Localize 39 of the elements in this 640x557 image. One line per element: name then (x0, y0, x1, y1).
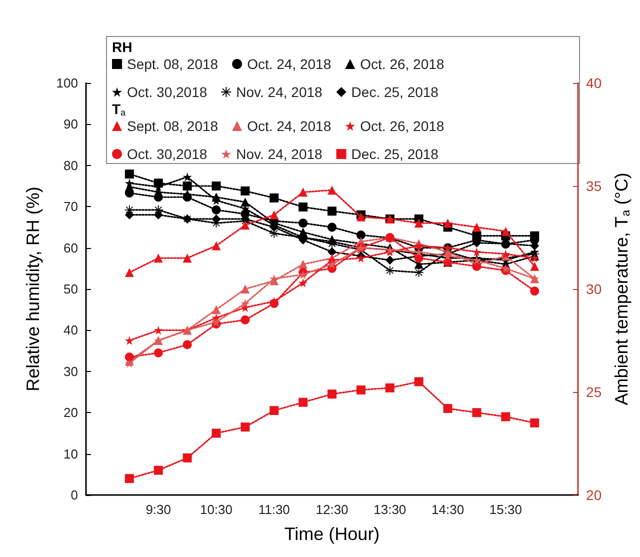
y-tick-label: 0 (70, 488, 78, 502)
legend-label: Oct. 26, 2018 (360, 56, 444, 72)
y-tick-label: 100 (56, 76, 78, 90)
y2-tick-label: 30 (586, 281, 602, 297)
y2-axis-title: Ambient temperature, Ta (°C) (612, 172, 632, 406)
x-tick-label: 14:30 (432, 502, 464, 517)
y-tick-label: 10 (64, 446, 78, 462)
y-tick-label: 80 (64, 158, 78, 173)
y2-tick-label: 20 (586, 487, 602, 503)
text: RH (112, 39, 132, 55)
y-tick-label: 60 (64, 240, 78, 256)
y2-tick-label: 40 (586, 75, 602, 91)
legend-label: Nov. 24, 2018 (236, 84, 323, 100)
y2-tick-label: 25 (586, 384, 602, 400)
y-tick-label: 40 (64, 322, 78, 338)
y-tick-label: 30 (64, 364, 78, 379)
y-axis-title: Relative humidity, RH (%) (23, 186, 43, 392)
y-tick-label: 90 (64, 116, 78, 132)
x-tick-label: 13:30 (374, 502, 406, 517)
legend-label: Sept. 08, 2018 (127, 118, 218, 134)
y2-tick-label: 35 (586, 178, 602, 194)
x-tick-label: 15:30 (489, 502, 522, 517)
legend-label: Oct. 24, 2018 (247, 56, 332, 72)
y-tick-label: 50 (64, 282, 78, 296)
legend-label: Dec. 25, 2018 (351, 146, 439, 162)
x-axis-title: Time (Hour) (284, 524, 380, 544)
legend-label: Oct. 30,2018 (127, 84, 208, 100)
legend-label: Oct. 24, 2018 (247, 118, 332, 134)
x-tick-label: 12:30 (316, 502, 348, 517)
legend-label: Oct. 30,2018 (127, 146, 208, 162)
legend-label: Nov. 24, 2018 (236, 146, 323, 162)
x-tick-label: 10:30 (200, 502, 233, 517)
legend-label: Sept. 08, 2018 (127, 56, 218, 72)
x-tick-label: 11:30 (258, 502, 290, 517)
y-tick-label: 70 (64, 199, 78, 214)
legend-label: Dec. 25, 2018 (351, 84, 439, 100)
x-tick-label: 9:30 (146, 502, 172, 517)
legend-label: Oct. 26, 2018 (360, 118, 444, 134)
y-tick-label: 20 (64, 405, 78, 420)
